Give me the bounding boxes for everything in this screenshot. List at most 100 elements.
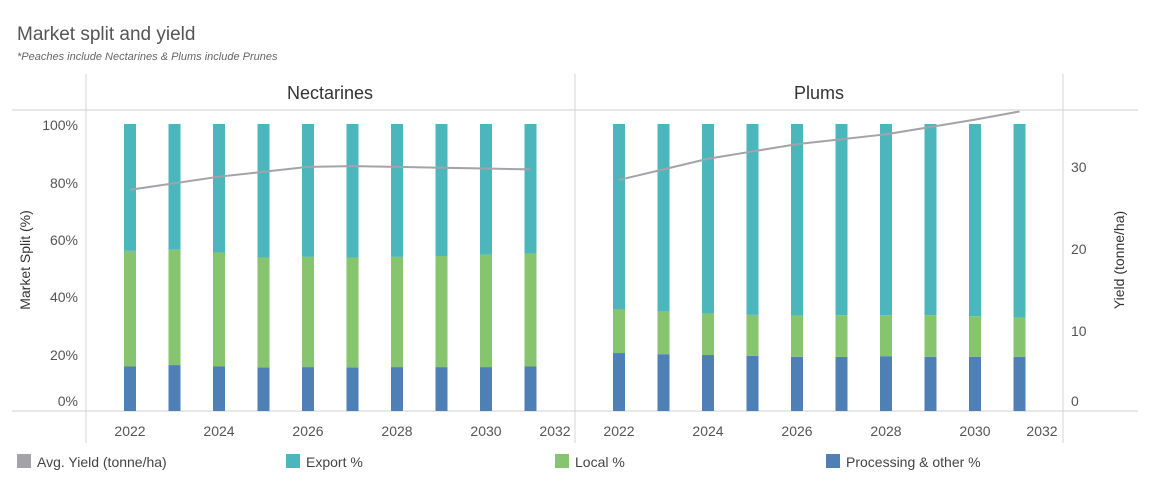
nectarines-bar-processing-2022 — [124, 366, 136, 411]
plums-bar-processing-2025 — [746, 355, 759, 411]
nectarines-bar-export-2025 — [257, 124, 270, 258]
y-axis-right: 0 10 20 30 — [1071, 159, 1087, 409]
plums-bar-export-2029 — [924, 124, 937, 316]
plums-bar-processing-2031 — [1013, 356, 1026, 411]
chart-title: Market split and yield — [17, 24, 195, 45]
legend-label-yield: Avg. Yield (tonne/ha) — [37, 454, 167, 470]
plums-bar-processing-2029 — [924, 356, 937, 411]
plums-bar-local-2022 — [613, 309, 625, 354]
x-tick-2028: 2028 — [381, 423, 412, 439]
plums-bar-export-2028 — [880, 124, 892, 316]
nectarines-bar-export-2027 — [346, 124, 359, 258]
chart-subtitle: *Peaches include Nectarines & Plums incl… — [17, 51, 278, 63]
nectarines-bar-export-2023 — [168, 124, 181, 250]
nectarines-bar-local-2024 — [213, 252, 225, 367]
legend-swatch-export — [286, 454, 300, 468]
nectarines-bar-processing-2027 — [346, 367, 359, 411]
plums-bar-processing-2024 — [702, 355, 714, 411]
plums-bar-processing-2023 — [657, 354, 670, 411]
nectarines-bar-export-2030 — [480, 124, 492, 255]
x-tick-2032: 2032 — [1026, 423, 1057, 439]
plums-bar-local-2023 — [657, 311, 670, 355]
y2-tick-0: 0 — [1071, 393, 1079, 409]
legend-label-export: Export % — [306, 454, 363, 470]
plums-bar-export-2025 — [746, 124, 759, 315]
plums-bar-local-2028 — [880, 315, 892, 357]
nectarines-bar-processing-2030 — [480, 367, 492, 411]
nectarines-bar-local-2026 — [302, 256, 314, 368]
nectarines-bar-export-2028 — [391, 124, 403, 257]
nectarines-bar-local-2031 — [524, 253, 537, 367]
x-tick-2024: 2024 — [203, 423, 234, 439]
y-tick-0: 0% — [58, 393, 78, 409]
plums-bar-local-2024 — [702, 313, 714, 356]
yield-line-layer — [129, 110, 1020, 191]
panel-title-nectarines: Nectarines — [287, 83, 373, 103]
nectarines-bar-export-2022 — [124, 124, 136, 251]
plums-bar-processing-2030 — [969, 356, 981, 411]
x-axis-plums: 2022 2024 2026 2028 2030 2032 — [603, 423, 1057, 439]
x-tick-2030: 2030 — [959, 423, 990, 439]
x-tick-2022: 2022 — [114, 423, 145, 439]
x-tick-2022: 2022 — [603, 423, 634, 439]
nectarines-bar-export-2031 — [524, 124, 537, 254]
y-tick-80: 80% — [50, 175, 78, 191]
nectarines-bar-processing-2023 — [168, 365, 181, 411]
nectarines-yield-line — [129, 165, 531, 191]
legend-swatch-processing — [826, 454, 840, 468]
plums-bar-export-2023 — [657, 124, 670, 312]
y-tick-60: 60% — [50, 232, 78, 248]
plums-bar-export-2031 — [1013, 124, 1026, 318]
plums-yield-line — [618, 110, 1020, 181]
legend-swatch-local — [555, 454, 569, 468]
bar-layer — [124, 124, 1026, 411]
legend-label-local: Local % — [575, 454, 625, 470]
legend: Avg. Yield (tonne/ha) Export % Local % P… — [17, 454, 981, 470]
nectarines-bar-local-2022 — [124, 250, 136, 367]
y-tick-40: 40% — [50, 289, 78, 305]
plums-bar-export-2026 — [791, 124, 803, 316]
legend-swatch-yield — [17, 454, 31, 468]
y-axis-left: 0% 20% 40% 60% 80% 100% — [42, 117, 78, 409]
x-tick-2028: 2028 — [870, 423, 901, 439]
nectarines-bar-local-2028 — [391, 256, 403, 368]
nectarines-bar-processing-2025 — [257, 367, 270, 411]
x-tick-2026: 2026 — [781, 423, 812, 439]
nectarines-bar-export-2026 — [302, 124, 314, 257]
plums-bar-local-2026 — [791, 315, 803, 357]
plums-bar-local-2030 — [969, 316, 981, 357]
plums-bar-export-2024 — [702, 124, 714, 314]
nectarines-bar-local-2030 — [480, 254, 492, 368]
nectarines-bar-processing-2028 — [391, 367, 403, 411]
y-axis-label: Market Split (%) — [17, 210, 33, 310]
nectarines-bar-local-2025 — [257, 257, 270, 368]
y2-tick-10: 10 — [1071, 323, 1087, 339]
y2-tick-30: 30 — [1071, 159, 1087, 175]
plums-bar-processing-2022 — [613, 353, 625, 411]
x-tick-2026: 2026 — [292, 423, 323, 439]
x-tick-2024: 2024 — [692, 423, 723, 439]
plums-bar-export-2030 — [969, 124, 981, 317]
y2-tick-20: 20 — [1071, 241, 1087, 257]
plums-bar-local-2029 — [924, 315, 937, 357]
x-tick-2032: 2032 — [539, 423, 570, 439]
nectarines-bar-processing-2024 — [213, 366, 225, 411]
plums-bar-local-2031 — [1013, 317, 1026, 357]
nectarines-bar-export-2024 — [213, 124, 225, 253]
nectarines-bar-export-2029 — [435, 124, 448, 257]
nectarines-bar-local-2029 — [435, 256, 448, 368]
nectarines-bar-processing-2029 — [435, 367, 448, 411]
panel-title-plums: Plums — [794, 83, 844, 103]
plums-bar-local-2027 — [835, 315, 848, 357]
x-axis-nectarines: 2022 2024 2026 2028 2030 2032 — [114, 423, 570, 439]
plums-bar-export-2027 — [835, 124, 848, 316]
x-tick-2030: 2030 — [470, 423, 501, 439]
y-tick-20: 20% — [50, 347, 78, 363]
nectarines-bar-local-2027 — [346, 257, 359, 368]
plums-bar-export-2022 — [613, 124, 625, 310]
plums-bar-processing-2026 — [791, 356, 803, 411]
nectarines-bar-processing-2031 — [524, 366, 537, 411]
plums-bar-local-2025 — [746, 314, 759, 356]
nectarines-bar-processing-2026 — [302, 367, 314, 411]
